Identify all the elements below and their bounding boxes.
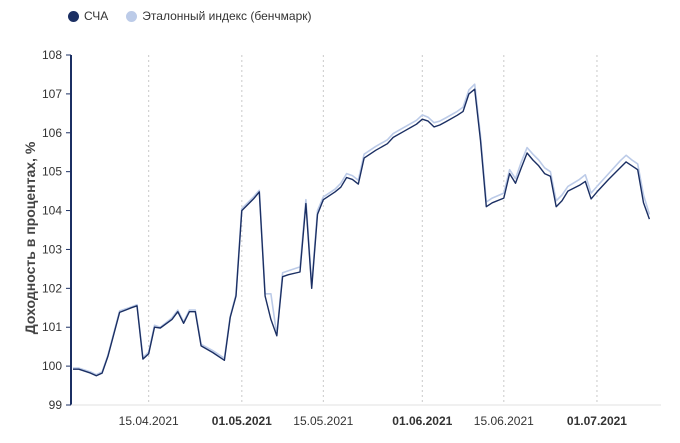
y-tick-label: 101 xyxy=(42,320,62,334)
legend-item-benchmark[interactable]: Эталонный индекс (бенчмарк) xyxy=(126,9,312,23)
grid-layer xyxy=(148,55,598,405)
y-tick-label: 99 xyxy=(49,398,63,412)
y-tick-label: 106 xyxy=(42,126,62,140)
y-tick-label: 107 xyxy=(42,87,62,101)
legend: СЧА Эталонный индекс (бенчмарк) xyxy=(68,9,330,23)
legend-item-nav[interactable]: СЧА xyxy=(68,9,108,23)
x-tick-label: 01.07.2021 xyxy=(567,414,627,428)
series-layer xyxy=(73,83,651,377)
x-tick-label: 15.05.2021 xyxy=(293,414,353,428)
axis-layer xyxy=(66,54,661,406)
series-line-nav[interactable] xyxy=(73,88,651,377)
y-tick-label: 102 xyxy=(42,281,62,295)
label-layer: 15.04.2021 01.05.2021 15.05.2021 01.06.2021… xyxy=(22,48,627,428)
y-tick-label: 103 xyxy=(42,242,62,256)
legend-dot-benchmark-icon xyxy=(126,10,138,22)
y-axis-title: Доходность в процентах, % xyxy=(22,141,38,334)
x-tick-label: 01.06.2021 xyxy=(392,414,452,428)
x-tick-label: 01.05.2021 xyxy=(212,414,272,428)
x-tick-label: 15.06.2021 xyxy=(474,414,534,428)
legend-label-benchmark: Эталонный индекс (бенчмарк) xyxy=(142,9,312,23)
x-tick-label: 15.04.2021 xyxy=(119,414,179,428)
y-tick-label: 108 xyxy=(42,48,62,62)
y-tick-label: 104 xyxy=(42,204,62,218)
legend-label-nav: СЧА xyxy=(84,9,109,23)
legend-dot-nav-icon xyxy=(68,10,79,22)
y-tick-label: 105 xyxy=(42,165,62,179)
y-tick-label: 100 xyxy=(42,359,62,373)
series-line-benchmark[interactable] xyxy=(73,83,651,376)
